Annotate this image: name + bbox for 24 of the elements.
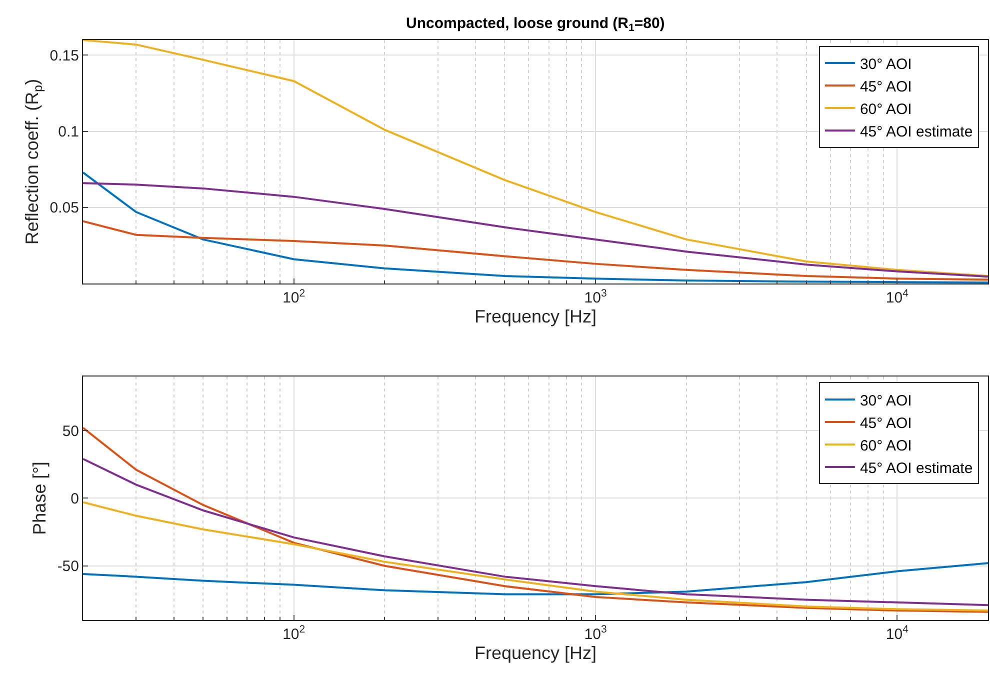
x-tick-label: 10$^{3}$	[584, 624, 607, 643]
x-tick-label: 10$^{2}$	[282, 287, 306, 307]
y-tick-label: 50	[62, 422, 79, 440]
x-axis-title: Frequency [Hz]	[474, 306, 597, 327]
legend-label: 30° AOI	[860, 392, 912, 410]
legend-label: 45° AOI estimate	[860, 123, 973, 140]
chart-title: Uncompacted, loose ground (R$_{1}$=80)	[406, 15, 665, 34]
y-tick-label: 0	[70, 490, 79, 508]
x-tick-label: 10$^{4}$	[886, 287, 909, 307]
y-tick-label: 0.1	[58, 124, 79, 141]
y-tick-label: 0.15	[50, 47, 79, 64]
legend-label: 60° AOI	[860, 100, 912, 118]
x-tick-label: 10$^{2}$	[282, 624, 306, 643]
y-tick-label: -50	[57, 558, 79, 576]
y-axis-title: Phase [°]	[30, 462, 50, 535]
legend-label: 45° AOI	[860, 414, 912, 432]
x-tick-label: 10$^{3}$	[584, 287, 607, 307]
x-axis-title: Frequency [Hz]	[474, 643, 597, 664]
legend-label: 60° AOI	[860, 437, 912, 454]
legend-label: 30° AOI	[860, 56, 912, 73]
x-tick-label: 10$^{4}$	[886, 624, 909, 643]
legend-label: 45° AOI estimate	[860, 460, 973, 477]
legend-label: 45° AOI	[860, 78, 912, 96]
y-tick-label: 0.05	[50, 200, 79, 217]
